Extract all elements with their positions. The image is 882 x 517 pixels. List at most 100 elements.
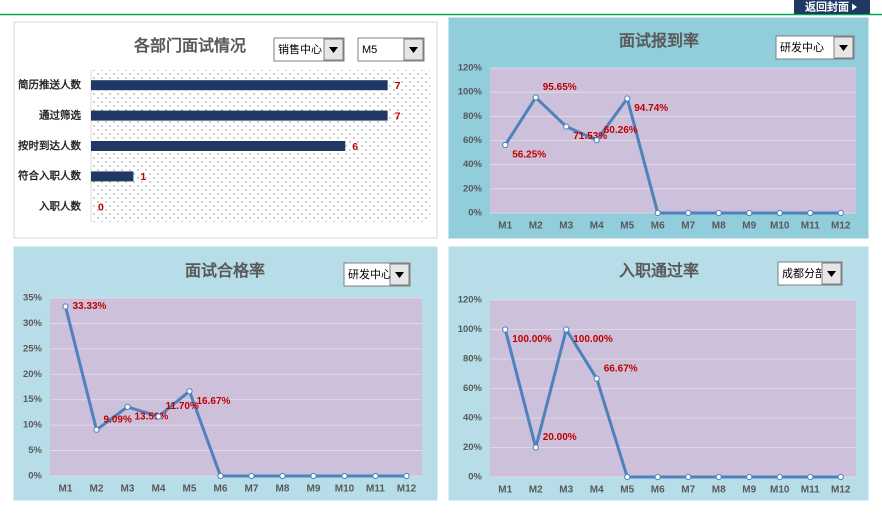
dropdown-value[interactable]: 研发中心 [780, 40, 824, 54]
point-marker [685, 209, 692, 217]
bar [91, 110, 388, 121]
x-tick-label: M5 [620, 485, 634, 496]
x-tick-label: M6 [651, 485, 665, 496]
bar [91, 141, 346, 151]
point-marker [807, 209, 814, 217]
x-tick-label: M10 [335, 484, 355, 495]
dropdown-value[interactable]: 销售中心 [278, 42, 322, 56]
point-marker [776, 209, 783, 217]
point-marker [502, 141, 509, 149]
dropdown-value[interactable]: 成都分部 [782, 266, 826, 280]
dropdown-arrow[interactable] [827, 271, 836, 277]
dropdown[interactable]: M5 [357, 37, 425, 62]
dropdown[interactable]: 成都分部 [777, 261, 843, 286]
point-marker [624, 473, 631, 481]
point-marker [93, 426, 100, 433]
value-label: 7 [395, 80, 401, 92]
bar [91, 171, 134, 182]
value-label: 16.67% [197, 396, 231, 407]
line-series [503, 95, 841, 215]
point-marker [685, 473, 692, 481]
chart-title: 各部门面试情况 [133, 36, 246, 55]
x-tick-label: M9 [742, 485, 756, 496]
value-label: 71.53% [573, 131, 607, 142]
x-tick-label: M11 [801, 485, 820, 496]
x-tick-label: M4 [152, 484, 166, 495]
dropdown-value[interactable]: M5 [362, 44, 377, 56]
dropdown-value[interactable]: 研发中心 [348, 267, 392, 281]
point-marker [837, 209, 844, 217]
dropdown-arrow[interactable] [395, 272, 404, 278]
y-tick-label: 35% [23, 293, 43, 304]
point-marker [654, 209, 661, 217]
value-label: 11.70% [166, 401, 199, 412]
plot-area [50, 298, 422, 476]
back-button-label[interactable]: 返回封面 [805, 0, 849, 13]
point-marker [746, 209, 753, 217]
x-tick-label: M4 [590, 221, 604, 232]
point-marker [124, 403, 131, 410]
value-label: 0 [98, 202, 104, 214]
dropdown-arrow[interactable] [839, 45, 848, 51]
dropdown[interactable]: 销售中心 [273, 37, 345, 62]
y-tick-label: 60% [463, 135, 483, 146]
x-tick-label: M3 [559, 485, 573, 496]
x-tick-label: M6 [214, 484, 228, 495]
point-marker [532, 94, 539, 101]
dropdown[interactable]: 研发中心 [775, 35, 855, 60]
y-tick-label: 20% [463, 442, 483, 453]
back-button-bg[interactable] [794, 0, 870, 14]
point-marker [217, 472, 224, 480]
chart-panel: 面试合格率 研发中心 0% 5% 10% 15% 20% 25% 30% 35% M1 M2 M3 M4 M… [13, 246, 438, 501]
line-series [503, 328, 841, 479]
category-label: 符合入职人数 [18, 169, 81, 182]
y-tick-label: 120% [458, 63, 483, 74]
x-tick-label: M12 [831, 221, 851, 232]
x-tick-label: M7 [681, 221, 695, 232]
point-marker [155, 413, 162, 420]
back-button-arrow[interactable] [852, 3, 857, 11]
x-tick-label: M3 [559, 221, 573, 232]
point-marker [837, 473, 844, 481]
chart-panel: 面试报到率 研发中心 0% 20% 40% 60% 80% 100% 120% M1 M2 M3 M4 M… [448, 17, 869, 239]
x-tick-label: M8 [712, 485, 726, 496]
x-tick-label: M12 [397, 484, 417, 495]
value-label: 60.26% [604, 125, 638, 136]
back-button[interactable]: 返回封面 [794, 0, 870, 14]
value-label: 56.25% [512, 150, 546, 161]
y-tick-label: 20% [23, 369, 43, 380]
dropdown-arrow[interactable] [409, 47, 418, 53]
x-tick-label: M2 [90, 484, 104, 495]
category-label: 通过筛选 [39, 108, 81, 121]
y-tick-label: 0% [28, 471, 42, 482]
dropdown[interactable]: 研发中心 [343, 262, 411, 287]
y-tick-label: 40% [463, 159, 483, 170]
y-tick-label: 0% [468, 472, 482, 483]
x-tick-label: M12 [831, 485, 851, 496]
y-tick-label: 20% [463, 183, 483, 194]
x-tick-label: M1 [498, 221, 512, 232]
y-tick-label: 120% [458, 295, 483, 306]
y-tick-label: 25% [23, 343, 43, 354]
dropdown-arrow[interactable] [329, 47, 338, 53]
point-marker [403, 472, 410, 480]
y-tick-label: 10% [23, 420, 43, 431]
point-marker [715, 473, 722, 481]
x-tick-label: M2 [529, 485, 543, 496]
bar [91, 80, 388, 91]
value-label: 9.09% [104, 414, 132, 425]
x-tick-label: M10 [770, 485, 790, 496]
chart-title: 面试合格率 [185, 261, 265, 280]
category-label: 简历推送人数 [18, 78, 81, 91]
point-marker [746, 473, 753, 481]
y-tick-label: 40% [463, 413, 483, 424]
chart-panel: 各部门面试情况 销售中心 M5 简历推送人数 7 通过筛选 7 按时到达人数 6 符合入职人数 1 入… [13, 21, 438, 239]
chart-title: 入职通过率 [619, 261, 699, 280]
x-tick-label: M11 [366, 484, 385, 495]
x-tick-label: M6 [651, 221, 665, 232]
x-tick-label: M1 [498, 485, 512, 496]
x-tick-label: M9 [742, 221, 756, 232]
value-label: 13.59% [135, 412, 169, 423]
